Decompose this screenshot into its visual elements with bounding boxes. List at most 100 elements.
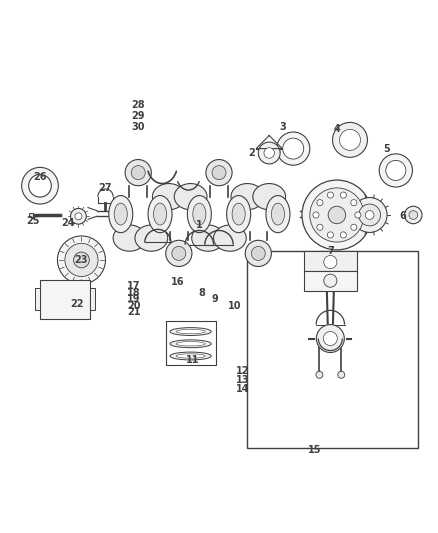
Circle shape: [379, 154, 413, 187]
Circle shape: [340, 232, 346, 238]
Circle shape: [283, 138, 304, 159]
Text: 4: 4: [333, 124, 340, 134]
Ellipse shape: [272, 203, 285, 225]
Circle shape: [339, 130, 360, 150]
Text: 3: 3: [279, 122, 286, 132]
Ellipse shape: [187, 196, 212, 233]
Circle shape: [251, 246, 265, 261]
Circle shape: [340, 192, 346, 198]
Ellipse shape: [152, 183, 185, 210]
Ellipse shape: [109, 196, 133, 233]
Text: 29: 29: [131, 111, 145, 121]
Text: 18: 18: [127, 288, 141, 298]
Text: 23: 23: [75, 255, 88, 265]
Circle shape: [327, 192, 333, 198]
Ellipse shape: [266, 196, 290, 233]
Ellipse shape: [174, 183, 207, 210]
Circle shape: [75, 213, 82, 220]
Circle shape: [324, 255, 337, 269]
Ellipse shape: [153, 203, 166, 225]
Ellipse shape: [232, 203, 245, 225]
Text: 2: 2: [248, 148, 255, 158]
Text: 17: 17: [127, 281, 141, 291]
Ellipse shape: [113, 225, 146, 251]
Circle shape: [74, 252, 89, 268]
Ellipse shape: [214, 225, 246, 251]
Text: 19: 19: [127, 294, 141, 304]
Circle shape: [310, 188, 364, 242]
Bar: [29, 213, 33, 217]
Circle shape: [332, 123, 367, 157]
Bar: [90, 288, 95, 310]
Circle shape: [317, 199, 323, 206]
Bar: [166, 321, 216, 365]
Text: 26: 26: [33, 172, 47, 182]
Text: 14: 14: [236, 384, 250, 394]
Circle shape: [258, 142, 280, 164]
Circle shape: [338, 372, 345, 378]
Text: 28: 28: [131, 100, 145, 110]
Circle shape: [328, 206, 346, 224]
Text: 1: 1: [196, 220, 203, 230]
Bar: [35, 288, 40, 310]
Circle shape: [324, 274, 337, 287]
Text: 11: 11: [186, 356, 200, 365]
Circle shape: [277, 132, 310, 165]
Circle shape: [352, 198, 387, 232]
Circle shape: [386, 160, 406, 181]
Ellipse shape: [176, 342, 205, 346]
Circle shape: [131, 166, 145, 180]
Text: 8: 8: [198, 288, 205, 298]
Circle shape: [405, 206, 422, 224]
Circle shape: [212, 166, 226, 180]
Circle shape: [65, 244, 98, 277]
Circle shape: [302, 180, 372, 250]
Circle shape: [351, 199, 357, 206]
Bar: [40, 280, 90, 319]
Circle shape: [327, 232, 333, 238]
Text: 20: 20: [127, 301, 141, 311]
Text: 9: 9: [211, 294, 218, 304]
Bar: [304, 271, 357, 290]
Text: 25: 25: [27, 216, 40, 225]
Ellipse shape: [226, 196, 251, 233]
Ellipse shape: [148, 196, 172, 233]
Circle shape: [172, 246, 186, 261]
Text: 21: 21: [127, 308, 141, 317]
Ellipse shape: [170, 328, 211, 335]
Circle shape: [359, 204, 381, 226]
Text: 7: 7: [327, 246, 334, 256]
Circle shape: [57, 236, 106, 284]
Ellipse shape: [253, 183, 286, 210]
Ellipse shape: [135, 225, 168, 251]
Text: 16: 16: [171, 277, 184, 287]
Text: 22: 22: [71, 298, 84, 309]
Circle shape: [125, 159, 151, 185]
Ellipse shape: [192, 225, 224, 251]
Circle shape: [166, 240, 192, 266]
Text: 30: 30: [131, 122, 145, 132]
Circle shape: [264, 148, 275, 158]
Ellipse shape: [170, 340, 211, 348]
Circle shape: [316, 325, 344, 352]
Circle shape: [365, 211, 374, 220]
Bar: [247, 251, 418, 448]
Circle shape: [206, 159, 232, 185]
Circle shape: [409, 211, 418, 220]
Ellipse shape: [176, 329, 205, 334]
Text: 5: 5: [384, 143, 390, 154]
Text: 12: 12: [236, 366, 250, 376]
Ellipse shape: [231, 183, 264, 210]
Text: 10: 10: [227, 301, 241, 311]
Ellipse shape: [170, 352, 211, 360]
Text: 15: 15: [308, 445, 322, 455]
Circle shape: [21, 167, 58, 204]
Ellipse shape: [176, 354, 205, 358]
Text: 24: 24: [62, 218, 75, 228]
Text: 13: 13: [236, 375, 250, 385]
Circle shape: [28, 174, 51, 197]
Circle shape: [313, 212, 319, 218]
Circle shape: [245, 240, 272, 266]
Text: 27: 27: [99, 183, 112, 193]
Circle shape: [317, 224, 323, 230]
